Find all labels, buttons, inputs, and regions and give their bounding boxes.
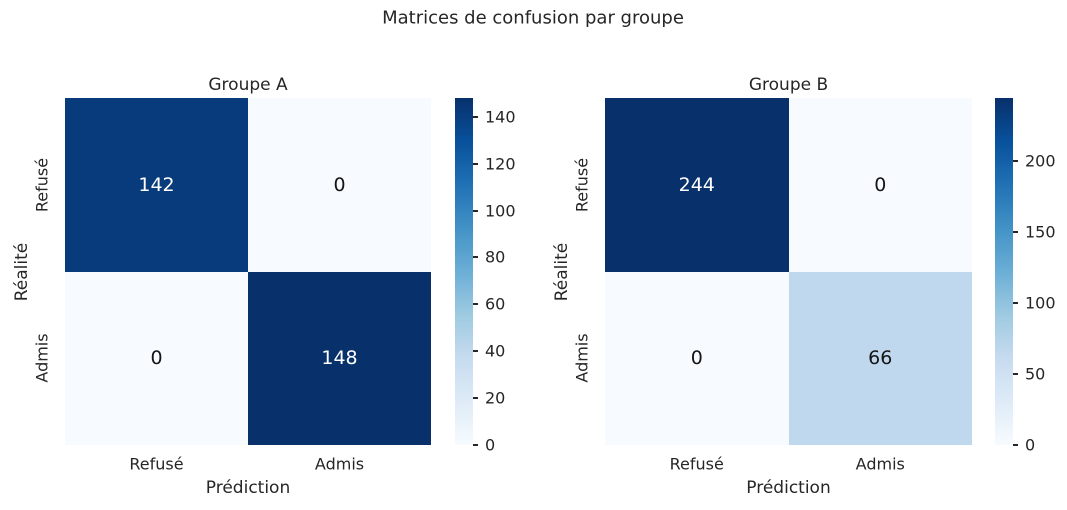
- x-axis-label: Prédiction: [746, 478, 831, 498]
- heatmap-grid: 244 0 0 66: [605, 98, 972, 445]
- y-tick-label: Refusé: [572, 157, 591, 212]
- x-axis-label: Prédiction: [205, 478, 291, 498]
- x-tick-label: Refusé: [129, 454, 184, 474]
- heatmap-cell: 66: [788, 271, 972, 445]
- figure-title: Matrices de confusion par groupe: [382, 7, 684, 29]
- colorbar-tick-label: 20: [485, 388, 506, 408]
- colorbar-tick: [1013, 301, 1018, 304]
- heatmap-cell: 0: [248, 98, 431, 272]
- colorbar-tick: [1013, 444, 1018, 446]
- subplot-title: Groupe A: [208, 75, 288, 95]
- heatmap-grid: 142 0 0 148: [65, 98, 431, 445]
- colorbar-tick-label: 60: [485, 294, 506, 314]
- colorbar-tick-label: 40: [485, 341, 506, 361]
- y-tick-label: Admis: [572, 333, 591, 383]
- heatmap-cell: 0: [788, 98, 972, 272]
- subplot-title: Groupe B: [748, 75, 829, 95]
- colorbar-tick-label: 100: [485, 201, 516, 221]
- colorbar-tick-label: 50: [1025, 364, 1046, 384]
- colorbar-tick: [1013, 230, 1018, 233]
- colorbar-tick-label: 0: [1025, 435, 1036, 455]
- colorbar-tick-label: 100: [1025, 293, 1056, 313]
- colorbar-tick-label: 0: [485, 435, 496, 455]
- colorbar-tick: [473, 162, 478, 165]
- y-tick-label: Refusé: [32, 157, 51, 212]
- colorbar-tick: [473, 444, 478, 446]
- heatmap-cell: 0: [65, 271, 248, 445]
- colorbar-tick-label: 120: [485, 154, 516, 174]
- colorbar-tick-label: 140: [485, 107, 516, 127]
- colorbar: [455, 98, 473, 445]
- colorbar-tick: [473, 397, 478, 400]
- y-axis-label: Réalité: [12, 242, 32, 301]
- heatmap-cell: 0: [605, 271, 789, 445]
- x-tick-label: Admis: [855, 454, 905, 474]
- colorbar: [995, 98, 1013, 445]
- colorbar-tick: [1013, 159, 1018, 162]
- colorbar-tick: [473, 256, 478, 259]
- heatmap-cell: 244: [605, 98, 789, 272]
- colorbar-tick: [1013, 372, 1018, 375]
- heatmap-cell: 142: [65, 98, 248, 272]
- colorbar-tick-label: 80: [485, 247, 506, 267]
- colorbar-tick-label: 150: [1025, 222, 1056, 242]
- x-tick-label: Refusé: [669, 454, 724, 474]
- y-tick-label: Admis: [32, 333, 51, 383]
- colorbar-tick: [473, 350, 478, 353]
- colorbar-tick: [473, 303, 478, 306]
- colorbar-tick-label: 200: [1025, 151, 1056, 171]
- x-tick-label: Admis: [314, 454, 365, 474]
- colorbar-tick: [473, 115, 478, 118]
- colorbar-tick: [473, 209, 478, 212]
- y-axis-label: Réalité: [552, 242, 572, 301]
- heatmap-cell: 148: [248, 271, 431, 445]
